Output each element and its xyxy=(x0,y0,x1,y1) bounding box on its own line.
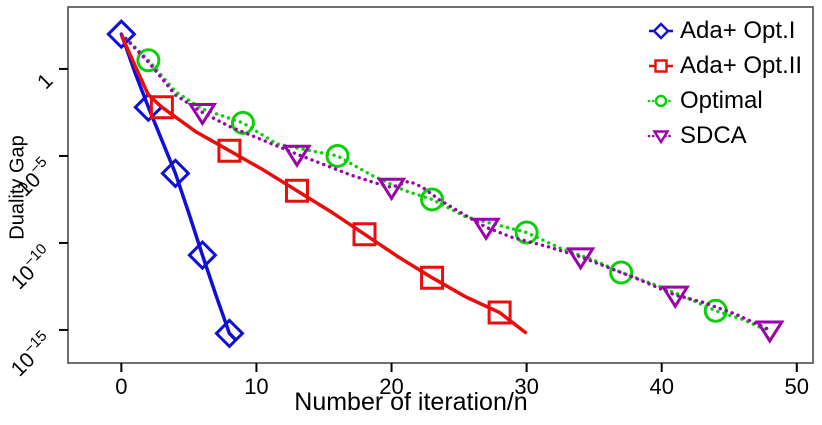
x-tick-label: 0 xyxy=(115,374,127,399)
x-tick-label: 30 xyxy=(514,374,538,399)
data-point-marker xyxy=(217,138,242,163)
legend-label: Ada+ Opt.II xyxy=(680,51,803,79)
series-line-optimal xyxy=(119,32,772,334)
data-point-marker xyxy=(136,48,161,73)
data-point-marker xyxy=(149,95,174,120)
data-point-marker xyxy=(230,110,255,135)
diamond-marker-icon xyxy=(646,21,680,41)
data-point-marker xyxy=(325,143,350,168)
series-line-sdca xyxy=(119,32,772,332)
triangle-down-marker-icon xyxy=(646,126,680,146)
series-group xyxy=(106,19,785,349)
data-point-marker xyxy=(609,260,634,285)
data-point-marker xyxy=(187,239,218,271)
legend-label: SDCA xyxy=(680,121,747,149)
legend-label: Ada+ Opt.I xyxy=(680,16,796,44)
data-point-marker xyxy=(420,265,445,290)
legend-item-optimal: Optimal xyxy=(646,83,802,118)
data-point-marker xyxy=(352,222,377,247)
data-point-marker xyxy=(420,187,445,212)
series-line-ada-opt-ii xyxy=(119,34,528,335)
legend-label: Optimal xyxy=(680,86,763,114)
legend-item-sdca: SDCA xyxy=(646,118,802,153)
data-point-marker xyxy=(755,320,785,344)
data-point-marker xyxy=(214,318,245,349)
data-point-marker xyxy=(160,158,191,189)
data-point-marker xyxy=(376,177,407,202)
y-tick-label: 1 xyxy=(33,69,58,94)
data-point-marker xyxy=(284,178,309,203)
data-point-marker xyxy=(106,19,137,50)
data-point-marker xyxy=(187,102,218,127)
x-axis-label: Number of iteration/n xyxy=(294,388,528,416)
legend: Ada+ Opt.I Ada+ Opt.II Optimal SDCA xyxy=(646,13,802,153)
data-point-marker xyxy=(487,300,512,325)
x-tick-label: 10 xyxy=(244,374,268,399)
x-tick-label: 40 xyxy=(649,374,673,399)
data-point-marker xyxy=(514,220,539,245)
circle-marker-icon xyxy=(646,91,680,111)
square-marker-icon xyxy=(646,56,680,76)
plot-frame xyxy=(67,6,814,364)
data-point-marker xyxy=(565,247,596,271)
y-tick-label: 10−15 xyxy=(4,327,58,381)
legend-item-ada-opt-2: Ada+ Opt.II xyxy=(646,48,802,83)
data-point-marker xyxy=(282,144,312,169)
x-tick-label: 20 xyxy=(379,374,403,399)
data-point-marker xyxy=(471,217,501,242)
y-axis-label: Duality Gap xyxy=(6,135,29,240)
legend-item-ada-opt-1: Ada+ Opt.I xyxy=(646,13,802,48)
series-line-ada-opt-i xyxy=(119,33,238,342)
data-point-marker xyxy=(660,285,690,309)
x-tick-label: 50 xyxy=(785,374,809,399)
